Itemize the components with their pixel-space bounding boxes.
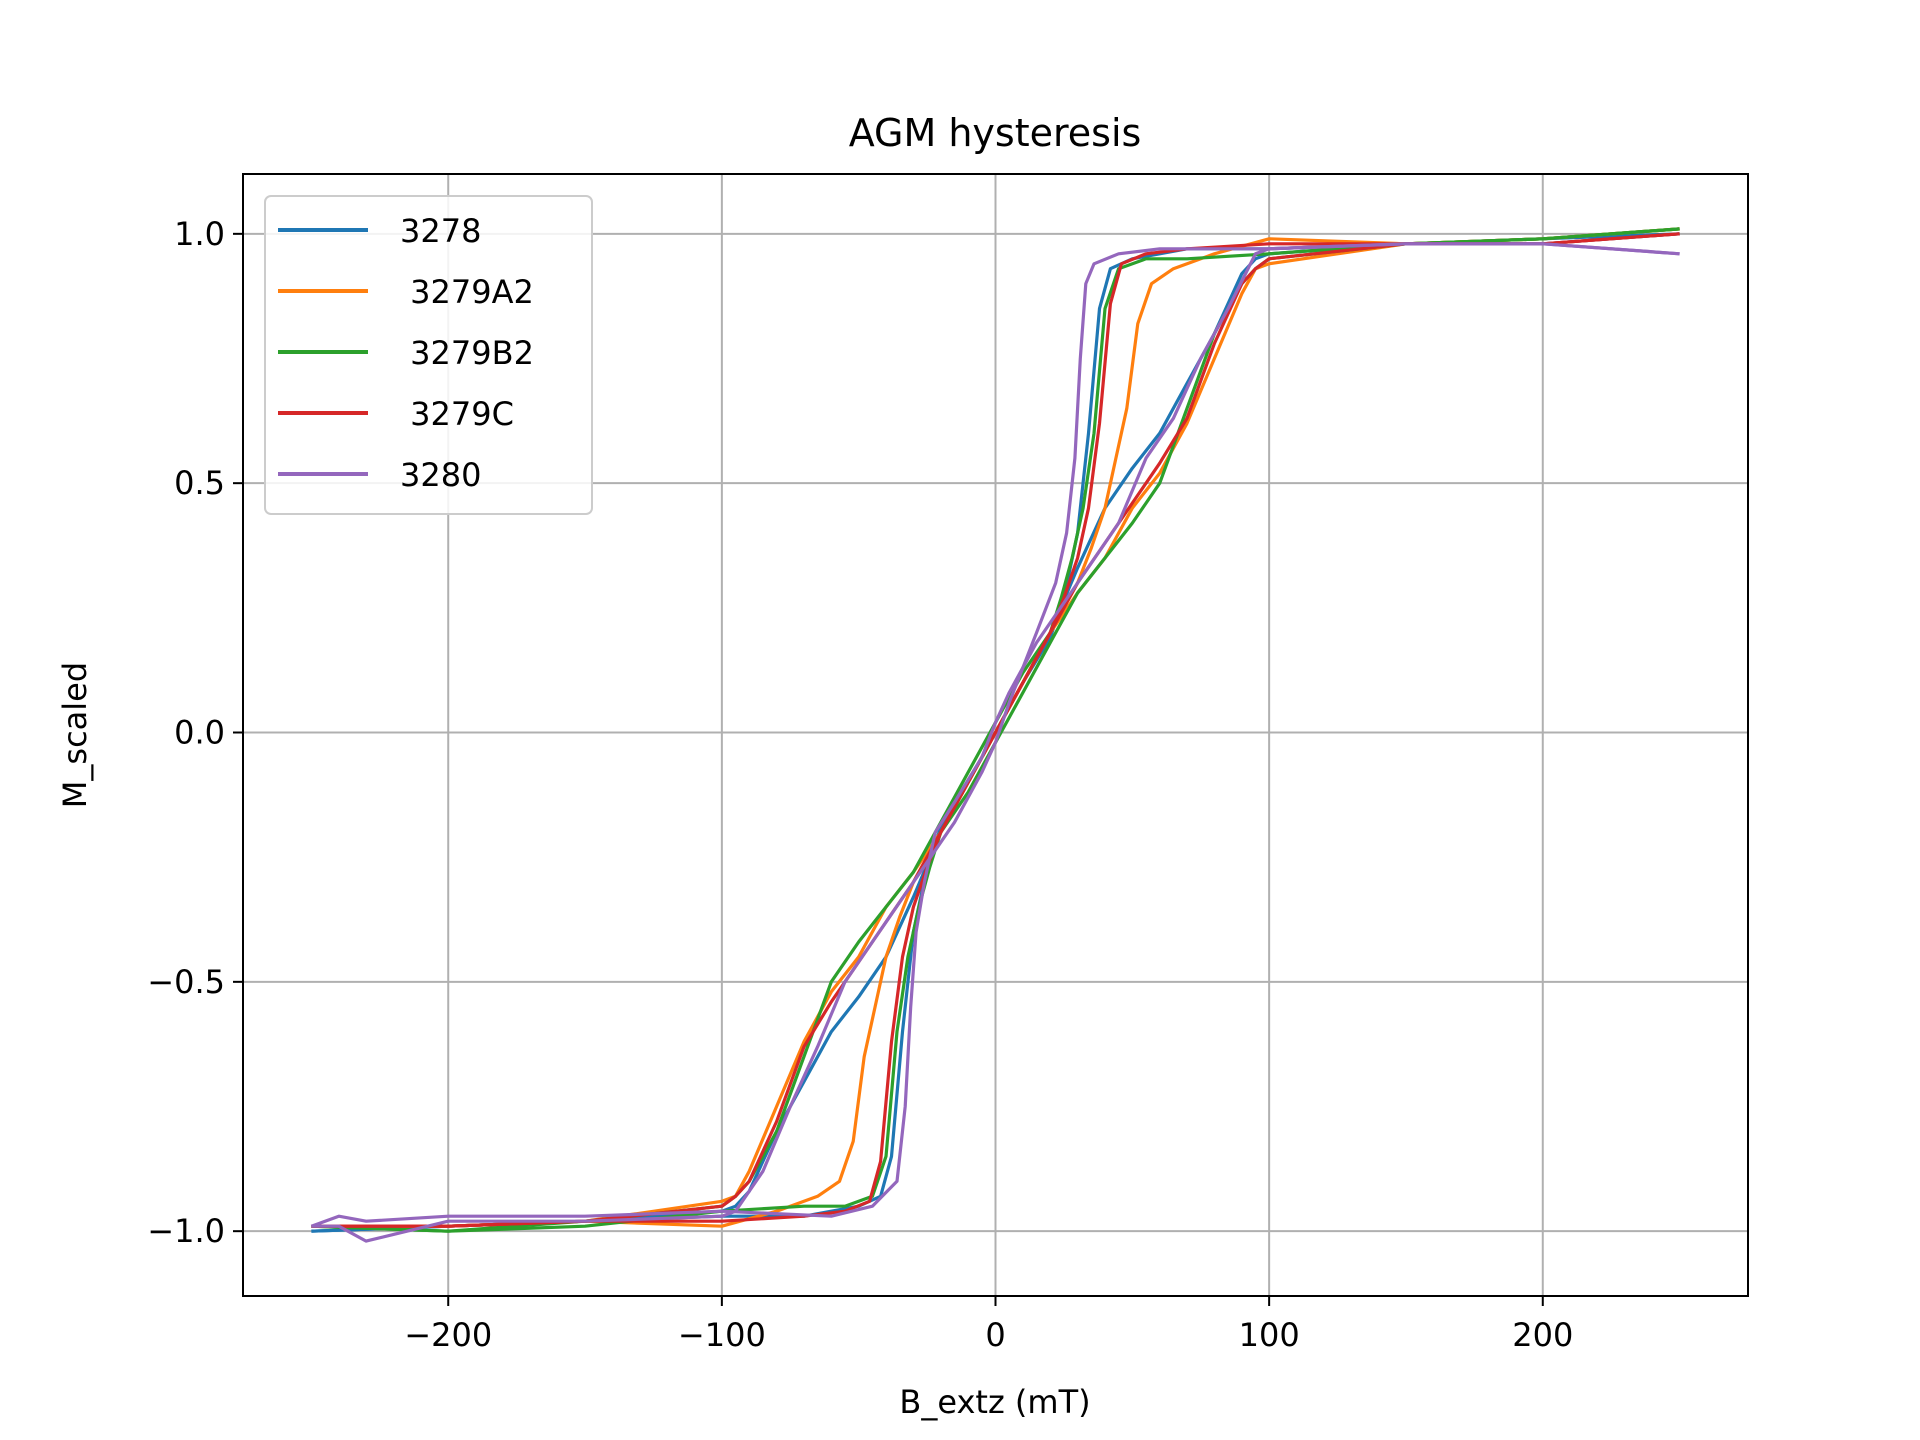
y-axis-label: M_scaled xyxy=(56,662,94,808)
legend: 3278 3279A2 3279B2 3279C 3280 xyxy=(264,195,593,515)
x-tick-label: 100 xyxy=(1239,1316,1300,1354)
series-line-4-branch-1 xyxy=(311,242,1680,1243)
x-tick-label: −200 xyxy=(404,1316,492,1354)
series-line-4-branch-0 xyxy=(310,242,1680,1228)
x-tick-label: 200 xyxy=(1512,1316,1573,1354)
y-tick-label: −0.5 xyxy=(147,963,225,1001)
y-tick-label: 0.5 xyxy=(174,464,225,502)
series-line-3-branch-1 xyxy=(311,232,1680,1228)
y-tick-label: 1.0 xyxy=(174,215,225,253)
y-tick-label: −1.0 xyxy=(147,1212,225,1250)
x-axis-label: B_extz (mT) xyxy=(899,1383,1090,1421)
chart-title: AGM hysteresis xyxy=(849,111,1142,155)
axis-ticks: −200 −100 0 100 200 −1.0 −0.5 0.0 0.5 1.0 xyxy=(147,215,1573,1354)
y-tick-label: 0.0 xyxy=(174,714,225,752)
legend-entry-label: 3279A2 xyxy=(400,273,534,311)
x-tick-label: −100 xyxy=(678,1316,766,1354)
legend-entry-label: 3279B2 xyxy=(400,334,534,372)
legend-entry-label: 3279C xyxy=(400,395,514,433)
legend-entry-label: 3278 xyxy=(400,212,481,250)
legend-box xyxy=(264,195,593,515)
legend-entry-label: 3280 xyxy=(400,456,481,494)
x-tick-label: 0 xyxy=(985,1316,1005,1354)
series-lines xyxy=(310,227,1680,1243)
